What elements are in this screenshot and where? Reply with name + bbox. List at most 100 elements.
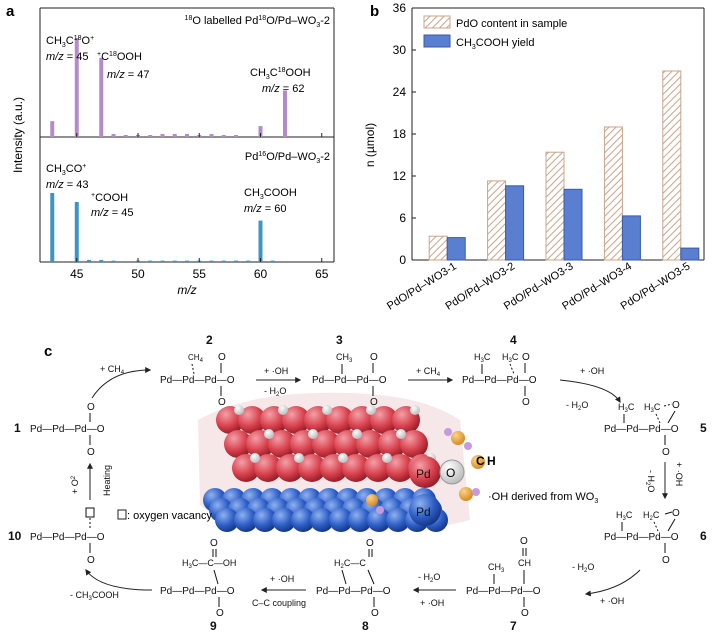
svg-text:O: O [370, 397, 378, 408]
arrow-label-o2: + O2 [70, 475, 80, 494]
a-bar [209, 260, 214, 262]
o-sphere [322, 405, 332, 415]
step-number-3: 3 [336, 333, 343, 347]
pdo-sphere [370, 406, 398, 434]
wo3-sphere [310, 508, 334, 532]
svg-text:O: O [672, 508, 680, 519]
a-bar [99, 259, 104, 262]
a-bar [123, 135, 128, 137]
svg-text:O: O [87, 402, 95, 413]
b-ytick-label: 18 [393, 127, 407, 141]
structure-2: Pd—Pd—Pd—O [160, 375, 235, 386]
arrow-label-78-bot: + ·OH [420, 598, 444, 608]
arrow-label-67-top: - H2O [572, 562, 594, 574]
a-xtick-label: 50 [131, 267, 145, 281]
bar-ch3cooh-yield [505, 185, 525, 261]
wo3-sphere [272, 508, 296, 532]
step-number-1: 1 [14, 421, 21, 435]
wo3-sphere [215, 508, 239, 532]
panel-b-bars [428, 70, 700, 261]
annotation-mz60: m/z = 60 [244, 203, 287, 215]
o-sphere [264, 429, 274, 439]
o-sphere [308, 429, 318, 439]
wo3-sphere [234, 508, 258, 532]
arrow-label-78-top: - H2O [418, 572, 440, 584]
svg-text:CH3: CH3 [488, 562, 505, 574]
a-bar [148, 260, 153, 262]
step-number-10: 10 [8, 529, 22, 543]
panel-label-b: b [370, 3, 379, 20]
bar-ch3cooh-yield [563, 188, 583, 261]
panel-a-bottom-label: Pd16O/Pd–WO3-2 [245, 151, 330, 165]
step-number-9: 9 [210, 619, 217, 633]
legend-swatch-pdo [423, 15, 451, 29]
atom-label-pd-lower: Pd [416, 505, 431, 519]
a-bar [99, 57, 104, 137]
bar-ch3cooh-yield [446, 237, 466, 261]
structure-1: Pd—Pd—Pd—O [30, 424, 105, 435]
bar-pdo-content [428, 235, 448, 261]
a-bar [185, 260, 189, 262]
svg-text:H3C: H3C [644, 402, 661, 414]
atom-label-c: C [476, 454, 485, 468]
pdo-sphere [224, 430, 252, 458]
annotation-ch3c18ooh: CH3C18OOH [250, 67, 311, 81]
o-sphere [250, 453, 260, 463]
annotation-mz47: m/z = 47 [107, 69, 150, 81]
wo3-sphere [386, 508, 410, 532]
wo3-sphere [367, 508, 391, 532]
o-sphere [396, 429, 406, 439]
wo3-sphere [348, 508, 372, 532]
b-ytick-label: 30 [393, 43, 407, 57]
step-number-8: 8 [362, 619, 369, 633]
pdo-sphere [238, 406, 266, 434]
a-bar [74, 201, 79, 262]
a-bar [234, 135, 238, 137]
arrow-label-56-left: - H2O [644, 470, 656, 492]
annotation-c18ooh: +C18OOH [97, 51, 142, 63]
scheme-arrow-labels: + CH4 + ·OH - H2O + CH4 + ·OH - H2O - H2… [70, 364, 684, 608]
svg-text:O: O [370, 352, 378, 363]
panel-a-top-label: 18O labelled Pd18O/Pd–WO3-2 [185, 15, 330, 29]
arrow-label-45-bot: - H2O [566, 400, 588, 412]
bar-pdo-content [603, 126, 623, 261]
structure-10: Pd—Pd—Pd—O [30, 532, 105, 543]
svg-text:H2C: H2C [643, 510, 660, 522]
o-sphere [382, 453, 392, 463]
a-bar [160, 134, 165, 137]
svg-text:CH4: CH4 [188, 353, 204, 364]
vacancy-legend-box [117, 509, 127, 520]
annotation-ch3c18o: CH3C18O+ [46, 35, 94, 49]
a-bar [283, 90, 287, 137]
annotation-mz45-bot: m/z = 45 [91, 207, 134, 219]
pdo-sphere [326, 406, 354, 434]
arrow-label-12: + CH4 [100, 364, 125, 376]
bar-pdo-content [545, 151, 565, 261]
panel-a-x-ticks: 45 50 55 60 65 [70, 133, 329, 281]
arrow-label-56-right: + ·OH [674, 462, 684, 486]
step-number-4: 4 [510, 333, 517, 347]
structure-6: Pd—Pd—Pd—O [604, 532, 679, 543]
svg-text:O: O [87, 447, 95, 458]
pdo-sphere [282, 406, 310, 434]
svg-text:O: O [87, 555, 95, 566]
atom-label-o: O [446, 466, 455, 480]
pdo-sphere [400, 430, 428, 458]
svg-text:O: O [662, 555, 670, 566]
svg-text:H3C: H3C [502, 352, 519, 364]
arrow-label-23-top: + ·OH [264, 366, 288, 376]
svg-text:CH3: CH3 [336, 352, 353, 364]
svg-text:H3C: H3C [618, 402, 635, 414]
a-bar [172, 260, 177, 262]
structure-8: Pd—Pd—Pd—O [316, 586, 391, 597]
svg-text:O: O [366, 538, 374, 549]
panel-b-x-labels: PdO/Pd–WO3-1PdO/Pd–WO3-2PdO/Pd–WO3-3PdO/… [385, 260, 692, 312]
svg-text:O: O [218, 352, 226, 363]
svg-text:O: O [521, 608, 529, 619]
svg-text:O: O [216, 608, 224, 619]
atom-label-h: H [487, 454, 496, 468]
panel-a-ylabel: Intensity (a.u.) [11, 97, 25, 173]
pdo-sphere [268, 430, 296, 458]
annotation-cooh: +COOH [91, 192, 128, 204]
pdo-sphere [356, 430, 384, 458]
